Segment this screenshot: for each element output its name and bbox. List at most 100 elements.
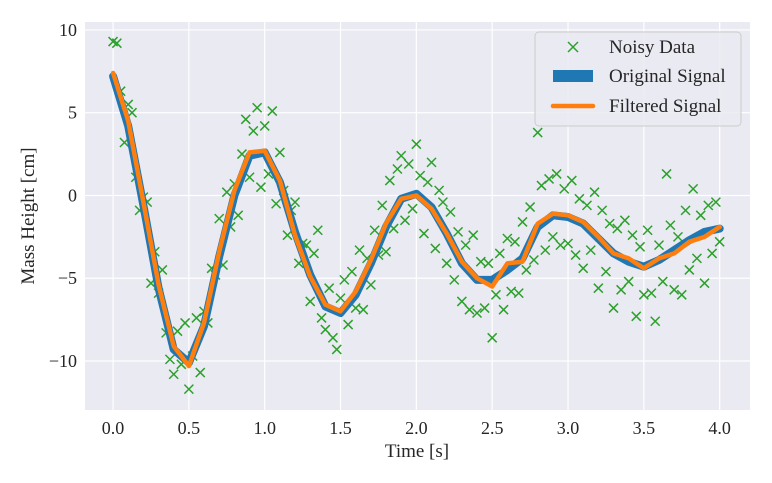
noisy-data-point bbox=[676, 289, 687, 300]
noisy-data-point bbox=[551, 168, 562, 179]
noisy-data-point bbox=[233, 210, 244, 221]
noisy-data-point bbox=[479, 303, 490, 314]
noisy-data-point bbox=[346, 266, 357, 277]
noisy-data-point bbox=[517, 216, 528, 227]
noisy-data-point bbox=[657, 276, 668, 287]
y-tick-label: 10 bbox=[59, 20, 77, 40]
noisy-data-point bbox=[547, 231, 558, 242]
noisy-data-point bbox=[631, 311, 642, 322]
noisy-data-point bbox=[653, 240, 665, 251]
noisy-data-point bbox=[180, 317, 191, 328]
noisy-data-point bbox=[381, 246, 392, 257]
noisy-data-point bbox=[627, 230, 638, 241]
noisy-data-point bbox=[464, 304, 475, 315]
noisy-data-point bbox=[271, 198, 282, 209]
noisy-data-point bbox=[365, 279, 376, 290]
x-axis-label: Time [s] bbox=[385, 441, 449, 462]
noisy-data-point bbox=[274, 147, 285, 158]
noisy-data-point bbox=[521, 264, 532, 275]
noisy-data-point bbox=[562, 238, 574, 249]
noisy-data-point bbox=[650, 316, 661, 327]
y-tick-label: −10 bbox=[49, 351, 77, 371]
noisy-data-point bbox=[259, 120, 270, 131]
noisy-data-point bbox=[445, 206, 456, 218]
x-tick-label: 3.5 bbox=[633, 418, 656, 438]
noisy-data-point bbox=[358, 304, 369, 315]
noisy-data-point bbox=[635, 241, 646, 252]
noisy-data-point bbox=[593, 283, 604, 294]
noisy-data-point bbox=[490, 289, 502, 300]
noisy-data-point bbox=[544, 173, 555, 184]
noisy-data-point bbox=[305, 296, 316, 307]
x-tick-label: 4.0 bbox=[708, 418, 731, 438]
noisy-data-point bbox=[502, 233, 513, 244]
noisy-data-point bbox=[612, 223, 623, 234]
noisy-data-point bbox=[164, 354, 175, 365]
noisy-data-point bbox=[422, 177, 433, 188]
noisy-data-point bbox=[570, 250, 581, 261]
noisy-data-point bbox=[267, 106, 278, 117]
noisy-data-point bbox=[320, 324, 331, 335]
noisy-data-point bbox=[616, 284, 627, 295]
noisy-data-point bbox=[642, 225, 653, 236]
noisy-data-point bbox=[403, 158, 414, 170]
noisy-data-point bbox=[669, 284, 680, 295]
noisy-data-point bbox=[699, 278, 710, 289]
x-tick-label: 3.0 bbox=[557, 418, 580, 438]
noisy-data-point bbox=[608, 303, 619, 314]
noisy-data-point bbox=[665, 220, 676, 231]
noisy-data-point bbox=[111, 38, 122, 49]
noisy-data-point bbox=[369, 225, 380, 236]
noisy-data-point bbox=[498, 304, 509, 315]
noisy-data-point bbox=[324, 283, 335, 294]
noisy-data-point bbox=[282, 230, 293, 241]
noisy-data-point bbox=[426, 157, 437, 168]
x-tick-label: 2.5 bbox=[481, 418, 504, 438]
noisy-data-point bbox=[290, 197, 301, 208]
legend-label: Noisy Data bbox=[609, 37, 696, 58]
noisy-data-point bbox=[581, 200, 593, 211]
x-tick-label: 0.5 bbox=[178, 418, 201, 438]
legend-label: Original Signal bbox=[609, 66, 726, 87]
noisy-data-point bbox=[240, 114, 251, 125]
noisy-data-point bbox=[566, 175, 577, 186]
noisy-data-point bbox=[509, 236, 520, 247]
noisy-data-point bbox=[343, 319, 354, 330]
tick-labels: 0.0 0.5 1.0 1.5 2.0 2.5 3.0 3.5 4.0 10 5 0 −5 −10 bbox=[49, 20, 731, 438]
noisy-data-point bbox=[460, 240, 471, 251]
legend: Noisy Data Original Signal Filtered Signal bbox=[534, 31, 742, 127]
legend-noisy-marker bbox=[567, 41, 579, 53]
noisy-data-point bbox=[707, 248, 718, 259]
noisy-data-point bbox=[483, 258, 494, 269]
x-tick-label: 0.0 bbox=[102, 418, 125, 438]
noisy-data-point bbox=[691, 253, 702, 264]
noisy-data-point bbox=[672, 231, 683, 242]
noisy-data-point bbox=[308, 248, 320, 259]
noisy-data-point bbox=[399, 215, 411, 226]
noisy-data-point bbox=[578, 263, 589, 274]
noisy-data-point bbox=[252, 102, 263, 113]
legend-original-swatch bbox=[553, 70, 593, 82]
noisy-data-point bbox=[418, 228, 429, 239]
noisy-data-point bbox=[255, 182, 266, 193]
noisy-data-point bbox=[441, 258, 452, 269]
noisy-data-point bbox=[585, 245, 596, 256]
noisy-data-point bbox=[604, 218, 615, 229]
noisy-data-point bbox=[183, 384, 194, 395]
plot-marks bbox=[108, 36, 725, 395]
noisy-data-point bbox=[619, 215, 630, 226]
noisy-data-point bbox=[456, 296, 467, 307]
noisy-data-point bbox=[411, 139, 422, 150]
noisy-data-point bbox=[468, 230, 479, 241]
noisy-data-point bbox=[688, 183, 699, 194]
noisy-data-point bbox=[221, 187, 232, 198]
noisy-data-point bbox=[172, 326, 183, 337]
noisy-data-point bbox=[525, 202, 536, 213]
noisy-data-point bbox=[638, 289, 649, 300]
noisy-data-point bbox=[168, 369, 179, 380]
y-tick-label: −5 bbox=[58, 268, 77, 288]
noisy-data-point bbox=[453, 226, 464, 237]
noisy-data-point bbox=[487, 332, 498, 343]
noisy-data-point bbox=[437, 197, 448, 208]
noisy-data-point bbox=[354, 245, 365, 256]
